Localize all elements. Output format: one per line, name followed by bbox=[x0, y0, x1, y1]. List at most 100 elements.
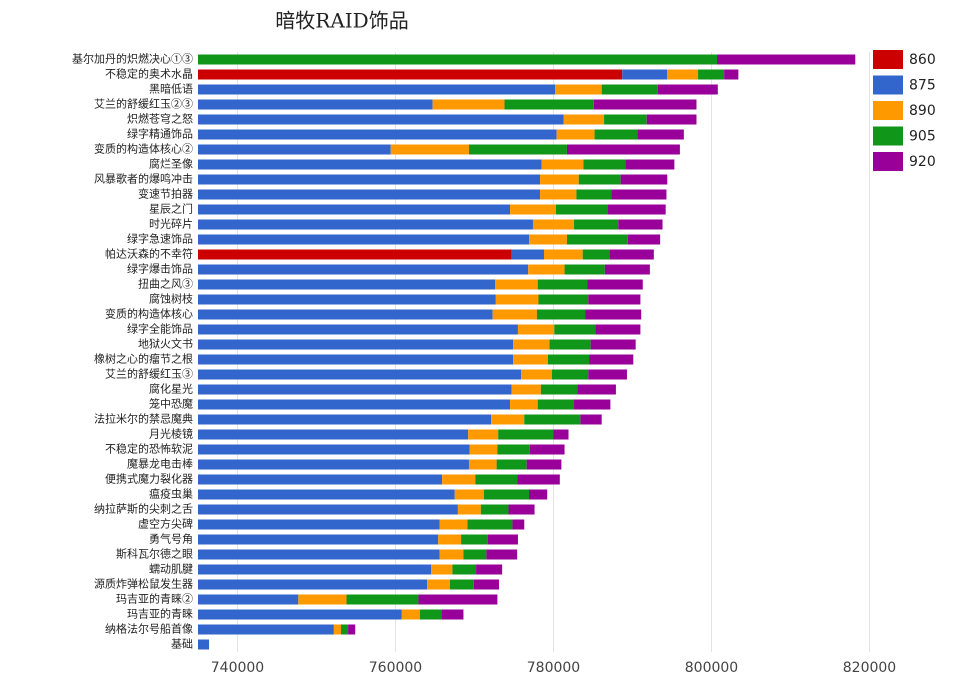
y-tick-label: 源质炸弹松鼠发生器 bbox=[94, 577, 193, 591]
bar-segment bbox=[622, 69, 668, 80]
bar-segment bbox=[577, 384, 616, 395]
bar-segment bbox=[298, 594, 347, 605]
bar-segment bbox=[496, 459, 527, 470]
bar-segment bbox=[333, 624, 341, 635]
bar-segment bbox=[667, 69, 699, 80]
y-tick-label: 炽燃苍穹之怒 bbox=[127, 112, 193, 126]
legend-label: 875 bbox=[909, 78, 936, 94]
bar-segment bbox=[646, 114, 697, 125]
bar-segment bbox=[589, 354, 634, 365]
bar-segment bbox=[198, 84, 556, 95]
y-tick-label: 绿字爆击饰品 bbox=[127, 262, 193, 276]
bar-segment bbox=[198, 444, 470, 455]
bar-segment bbox=[497, 444, 530, 455]
bar-segment bbox=[536, 309, 586, 320]
bar-segment bbox=[468, 459, 497, 470]
bar-segment bbox=[587, 279, 643, 290]
bar-segment bbox=[556, 129, 595, 140]
bar-segment bbox=[604, 264, 650, 275]
bar-segment bbox=[491, 414, 525, 425]
bar-segment bbox=[524, 414, 581, 425]
bar-segment bbox=[198, 54, 718, 65]
bar-segment bbox=[698, 69, 725, 80]
bar-segment bbox=[198, 609, 402, 620]
bar-segment bbox=[528, 264, 565, 275]
bar-segment bbox=[594, 129, 638, 140]
bar-segment bbox=[475, 474, 518, 485]
bar-segment bbox=[492, 309, 537, 320]
bar-segment bbox=[473, 579, 499, 590]
bar-segment bbox=[717, 54, 856, 65]
x-tick-label: 780000 bbox=[527, 660, 580, 676]
bar-segment bbox=[467, 519, 513, 530]
bar-segment bbox=[486, 549, 518, 560]
legend-swatch bbox=[873, 126, 903, 146]
bar-segment bbox=[418, 594, 498, 605]
bar-segment bbox=[540, 189, 577, 200]
bar-segment bbox=[551, 369, 589, 380]
bar-segment bbox=[620, 174, 668, 185]
x-tick-label: 820000 bbox=[843, 660, 896, 676]
bar-segment bbox=[346, 594, 419, 605]
bar-segment bbox=[340, 624, 349, 635]
y-tick-label: 基尔加丹的炽燃决心①③ bbox=[72, 52, 193, 66]
bar-segment bbox=[483, 489, 530, 500]
bar-segment bbox=[547, 354, 590, 365]
y-tick-label: 腐蚀树枝 bbox=[149, 292, 193, 306]
bar-segment bbox=[198, 174, 541, 185]
y-tick-label: 地狱火文书 bbox=[138, 337, 193, 351]
bar-segment bbox=[198, 534, 439, 545]
bar-segment bbox=[198, 264, 529, 275]
y-tick-label: 时光碎片 bbox=[149, 217, 193, 231]
x-tick-label: 800000 bbox=[685, 660, 738, 676]
bar-segment bbox=[438, 534, 462, 545]
bar-segment bbox=[198, 384, 512, 395]
bar-segment bbox=[198, 144, 391, 155]
bar-segment bbox=[585, 309, 642, 320]
bar-segment bbox=[637, 129, 684, 140]
bar-segment bbox=[537, 279, 588, 290]
bar-segment bbox=[608, 204, 666, 215]
bar-segment bbox=[526, 459, 562, 470]
bar-segment bbox=[198, 504, 458, 515]
bar-segment bbox=[198, 99, 433, 110]
bar-segment bbox=[439, 519, 468, 530]
bar-segment bbox=[198, 249, 512, 260]
y-tick-label: 纳拉萨斯的尖刺之舌 bbox=[94, 502, 193, 516]
bar-segment bbox=[517, 474, 560, 485]
bar-segment bbox=[469, 444, 498, 455]
x-tick-label: 760000 bbox=[369, 660, 422, 676]
y-tick-label: 绿字精通饰品 bbox=[127, 127, 193, 141]
bar-segment bbox=[513, 354, 548, 365]
bar-segment bbox=[657, 84, 718, 95]
y-tick-label: 扭曲之风③ bbox=[138, 277, 193, 291]
x-tick-label: 740000 bbox=[211, 660, 264, 676]
y-tick-label: 变速节拍器 bbox=[138, 187, 193, 201]
bar-segment bbox=[198, 309, 493, 320]
y-tick-label: 玛吉亚的青睐② bbox=[116, 592, 193, 606]
bar-segment bbox=[198, 189, 541, 200]
bar-segment bbox=[544, 249, 583, 260]
bar-segment bbox=[439, 549, 464, 560]
y-tick-label: 不稳定的奥术水晶 bbox=[105, 67, 193, 81]
bar-segment bbox=[198, 114, 564, 125]
bar-segment bbox=[513, 339, 550, 350]
bar-segment bbox=[566, 144, 680, 155]
y-tick-label: 魔暴龙电击棒 bbox=[127, 457, 193, 471]
bar-segment bbox=[604, 114, 647, 125]
y-tick-label: 玛吉亚的青睐 bbox=[127, 607, 193, 621]
y-tick-label: 艾兰的舒缓红玉③ bbox=[105, 367, 193, 381]
bar-segment bbox=[574, 399, 611, 410]
legend-swatch bbox=[873, 75, 903, 95]
bar-segment bbox=[566, 234, 628, 245]
bar-segment bbox=[554, 324, 596, 335]
legend-label: 920 bbox=[909, 154, 936, 170]
y-tick-label: 腐烂圣像 bbox=[149, 157, 193, 171]
bar-segment bbox=[529, 444, 565, 455]
y-tick-label: 月光棱镜 bbox=[149, 427, 193, 441]
bar-segment bbox=[576, 189, 612, 200]
y-tick-label: 便携式魔力裂化器 bbox=[105, 472, 193, 486]
bar-segment bbox=[511, 384, 541, 395]
